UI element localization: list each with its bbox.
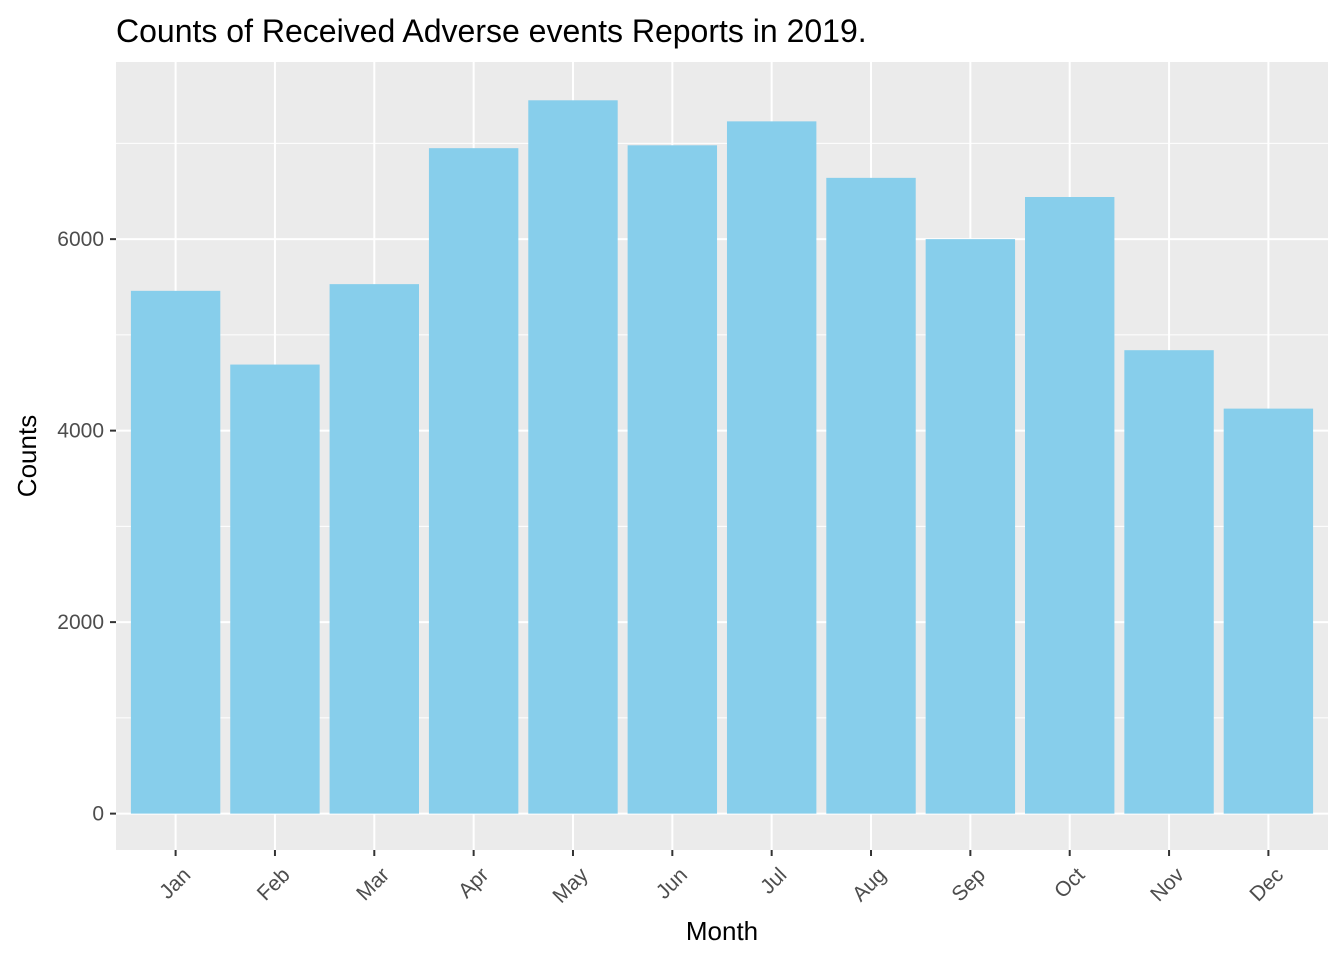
bar-may	[528, 100, 618, 814]
x-tick-label: Jul	[756, 863, 791, 898]
x-tick-label: Nov	[1146, 863, 1189, 906]
x-tick-label: Sep	[947, 863, 990, 906]
bars	[130, 100, 1314, 814]
bar-apr	[428, 148, 519, 814]
bar-sep	[925, 239, 1016, 814]
bar-jul	[726, 121, 817, 814]
x-axis-title: Month	[686, 916, 758, 946]
bar-jan	[130, 290, 221, 814]
y-tick-label: 0	[92, 803, 104, 826]
y-tick-label: 4000	[57, 420, 104, 443]
bar-dec	[1223, 408, 1314, 814]
bar-mar	[329, 284, 419, 814]
x-tick-label: Oct	[1050, 863, 1089, 902]
bar-nov	[1124, 350, 1214, 814]
bar-oct	[1025, 197, 1115, 814]
chart-title: Counts of Received Adverse events Report…	[116, 13, 867, 49]
x-tick-label: Aug	[848, 863, 891, 906]
x-tick-label: Jan	[155, 863, 195, 903]
bar-feb	[230, 364, 320, 814]
y-tick-label: 2000	[57, 611, 104, 634]
bar-jun	[627, 145, 718, 814]
x-tick-label: Feb	[253, 863, 295, 905]
y-axis-title: Counts	[12, 415, 42, 497]
y-axis: 0 2000 4000 6000	[57, 228, 116, 826]
x-tick-label: May	[548, 863, 593, 908]
bar-aug	[826, 177, 916, 814]
y-tick-label: 6000	[57, 228, 104, 251]
x-tick-label: Dec	[1245, 863, 1288, 906]
x-tick-label: Mar	[352, 863, 394, 905]
x-tick-label: Jun	[652, 863, 692, 903]
x-axis: Jan Feb Mar Apr May Jun Jul Aug Sep Oct Nov Dec	[155, 850, 1288, 908]
x-tick-label: Apr	[454, 863, 493, 902]
